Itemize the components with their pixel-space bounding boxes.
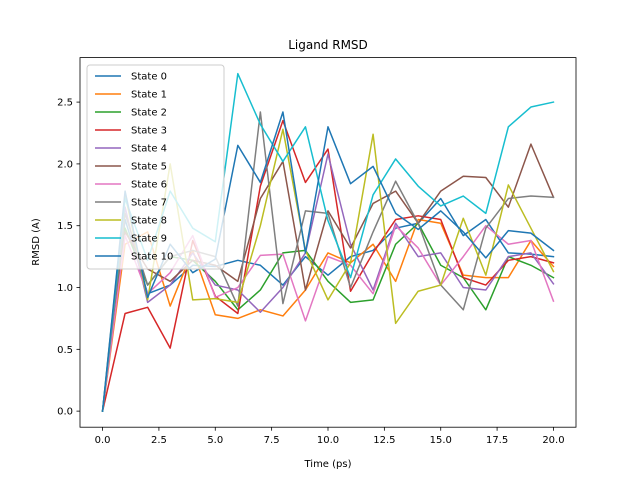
legend-frame	[86, 64, 225, 270]
y-tick-label: 2.0	[57, 159, 73, 170]
legend-label-8: State 8	[131, 216, 167, 227]
legend-label-1: State 1	[131, 90, 167, 101]
y-tick-label: 2.5	[57, 98, 73, 109]
x-axis-label: Time (ps)	[303, 459, 351, 470]
chart-title: Ligand RMSD	[288, 38, 368, 52]
y-axis-label: RMSD (A)	[31, 218, 42, 266]
y-tick-label: 1.0	[57, 283, 73, 294]
legend: State 0 State 1 State 2 State 3 State 4 State…	[86, 64, 225, 270]
x-tick-label: 15.0	[430, 435, 452, 446]
legend-label-2: State 2	[131, 108, 167, 119]
x-tick-label: 17.5	[486, 435, 508, 446]
x-tick-label: 0.0	[95, 435, 111, 446]
y-tick-label: 0.0	[57, 407, 73, 418]
series-line-5	[101, 143, 555, 412]
legend-label-5: State 5	[131, 162, 167, 173]
y-axis: 0.0 0.5 1.0 1.5 2.0 2.5	[57, 98, 80, 418]
x-tick-label: 5.0	[207, 435, 223, 446]
legend-label-3: State 3	[131, 126, 167, 137]
series-line-0	[101, 197, 555, 412]
x-tick-label: 7.5	[264, 435, 280, 446]
x-axis: 0.0 2.5 5.0 7.5 10.0 12.5 15.0 17.5 20.0	[95, 427, 565, 446]
y-tick-label: 1.5	[57, 221, 73, 232]
x-tick-label: 2.5	[151, 435, 167, 446]
legend-label-9: State 9	[131, 234, 167, 245]
legend-label-7: State 7	[131, 198, 167, 209]
legend-label-4: State 4	[131, 144, 167, 155]
legend-label-10: State 10	[131, 252, 173, 263]
series-line-1	[101, 218, 555, 412]
x-tick-label: 10.0	[317, 435, 339, 446]
x-tick-label: 20.0	[542, 435, 564, 446]
y-tick-label: 0.5	[57, 345, 73, 356]
series-line-3	[101, 119, 555, 413]
legend-label-0: State 0	[131, 72, 167, 83]
x-tick-label: 12.5	[373, 435, 395, 446]
legend-label-6: State 6	[131, 180, 167, 191]
